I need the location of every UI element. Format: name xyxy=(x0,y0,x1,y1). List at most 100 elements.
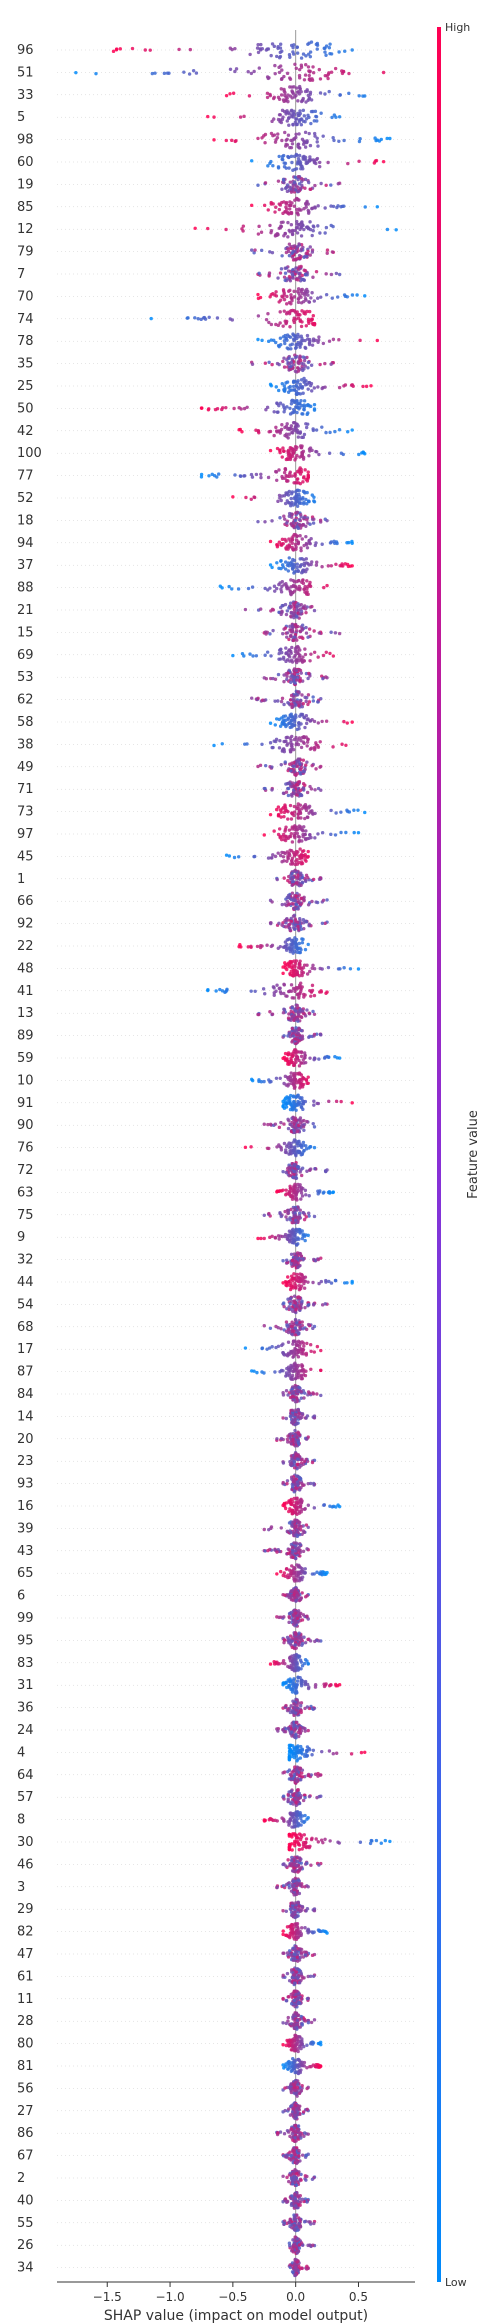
shap-point xyxy=(312,1214,317,1219)
shap-point xyxy=(361,450,366,455)
shap-point xyxy=(292,1369,296,1373)
shap-point xyxy=(297,517,302,522)
shap-point xyxy=(292,1352,296,1356)
shap-point xyxy=(284,567,288,571)
shap-point xyxy=(316,744,320,748)
shap-point xyxy=(268,1010,272,1014)
shap-point xyxy=(227,854,232,858)
shap-point xyxy=(311,65,315,69)
shap-point xyxy=(295,1422,299,1426)
shap-point xyxy=(258,763,263,767)
shap-point xyxy=(303,1188,308,1193)
shap-point xyxy=(289,1296,293,1301)
shap-point xyxy=(94,71,98,76)
shap-point xyxy=(302,207,306,211)
shap-point xyxy=(274,469,278,474)
shap-point xyxy=(339,205,343,209)
shap-point xyxy=(342,966,346,970)
shap-point xyxy=(302,227,306,232)
shap-point xyxy=(287,964,291,969)
shap-point xyxy=(330,296,334,300)
shap-point xyxy=(321,341,326,346)
row-guides xyxy=(57,49,415,2268)
shap-point xyxy=(279,427,284,432)
shap-point xyxy=(250,362,255,366)
shap-point xyxy=(256,519,260,524)
shap-point xyxy=(271,853,275,857)
shap-point xyxy=(295,608,299,612)
shap-point xyxy=(284,1283,288,1287)
shap-point xyxy=(281,178,286,182)
shap-point xyxy=(292,1083,296,1088)
shap-point xyxy=(308,245,312,249)
shap-point xyxy=(295,153,299,158)
shap-point xyxy=(324,44,329,48)
shap-point xyxy=(299,1284,304,1288)
shap-point xyxy=(306,635,310,639)
shap-point xyxy=(288,472,292,476)
shap-point xyxy=(312,131,317,136)
shap-point xyxy=(290,1458,294,1462)
shap-point xyxy=(300,1363,304,1367)
shap-point xyxy=(363,810,367,815)
shap-point xyxy=(304,610,308,615)
shap-point xyxy=(218,987,222,992)
shap-point xyxy=(299,1347,303,1351)
shap-point xyxy=(277,70,282,75)
shap-point xyxy=(259,230,264,234)
shap-point xyxy=(270,900,274,904)
shap-point xyxy=(281,945,286,949)
shap-point xyxy=(288,406,292,411)
shap-point xyxy=(292,906,296,910)
shap-point xyxy=(291,1063,296,1068)
shap-point xyxy=(286,1084,290,1088)
shap-point xyxy=(228,67,233,71)
shap-point xyxy=(325,248,330,252)
shap-point xyxy=(336,204,340,208)
shap-point xyxy=(305,567,309,571)
shap-point xyxy=(312,1350,317,1354)
shap-point xyxy=(212,138,216,142)
shap-point xyxy=(249,989,253,993)
shap-point xyxy=(329,564,334,568)
shap-point xyxy=(162,71,167,76)
shap-point xyxy=(286,269,291,273)
shap-point xyxy=(276,946,280,950)
shap-point xyxy=(295,1141,300,1145)
shap-point xyxy=(300,1194,305,1198)
shap-point xyxy=(295,86,299,90)
shap-point xyxy=(297,994,301,998)
shap-point xyxy=(269,53,273,58)
shap-point xyxy=(302,403,306,407)
shap-point xyxy=(293,1510,298,1514)
shap-point xyxy=(348,967,353,971)
shap-point xyxy=(303,806,307,810)
shap-point xyxy=(300,854,304,858)
shap-point xyxy=(289,749,293,754)
shap-point xyxy=(308,719,313,723)
shap-point xyxy=(298,382,302,386)
shap-point xyxy=(334,1505,338,1509)
shap-point xyxy=(292,400,297,405)
shap-point xyxy=(306,903,311,907)
shap-point xyxy=(288,180,292,184)
shap-point xyxy=(191,68,196,73)
shap-point xyxy=(285,380,290,384)
shap-point xyxy=(284,1215,288,1219)
shap-point xyxy=(264,317,269,322)
shap-point xyxy=(286,1551,291,1556)
shap-point xyxy=(326,72,331,76)
shap-point xyxy=(288,94,293,98)
shap-point xyxy=(316,786,321,791)
shap-point xyxy=(303,145,308,149)
shap-point xyxy=(300,1569,304,1573)
shap-point xyxy=(275,446,280,451)
shap-point xyxy=(285,137,289,141)
shap-point xyxy=(305,717,309,722)
shap-point xyxy=(303,853,307,857)
shap-point xyxy=(287,1173,291,1178)
shap-point xyxy=(269,322,274,327)
shap-point xyxy=(286,1016,291,1020)
shap-point xyxy=(295,629,299,633)
shap-point xyxy=(301,636,305,641)
